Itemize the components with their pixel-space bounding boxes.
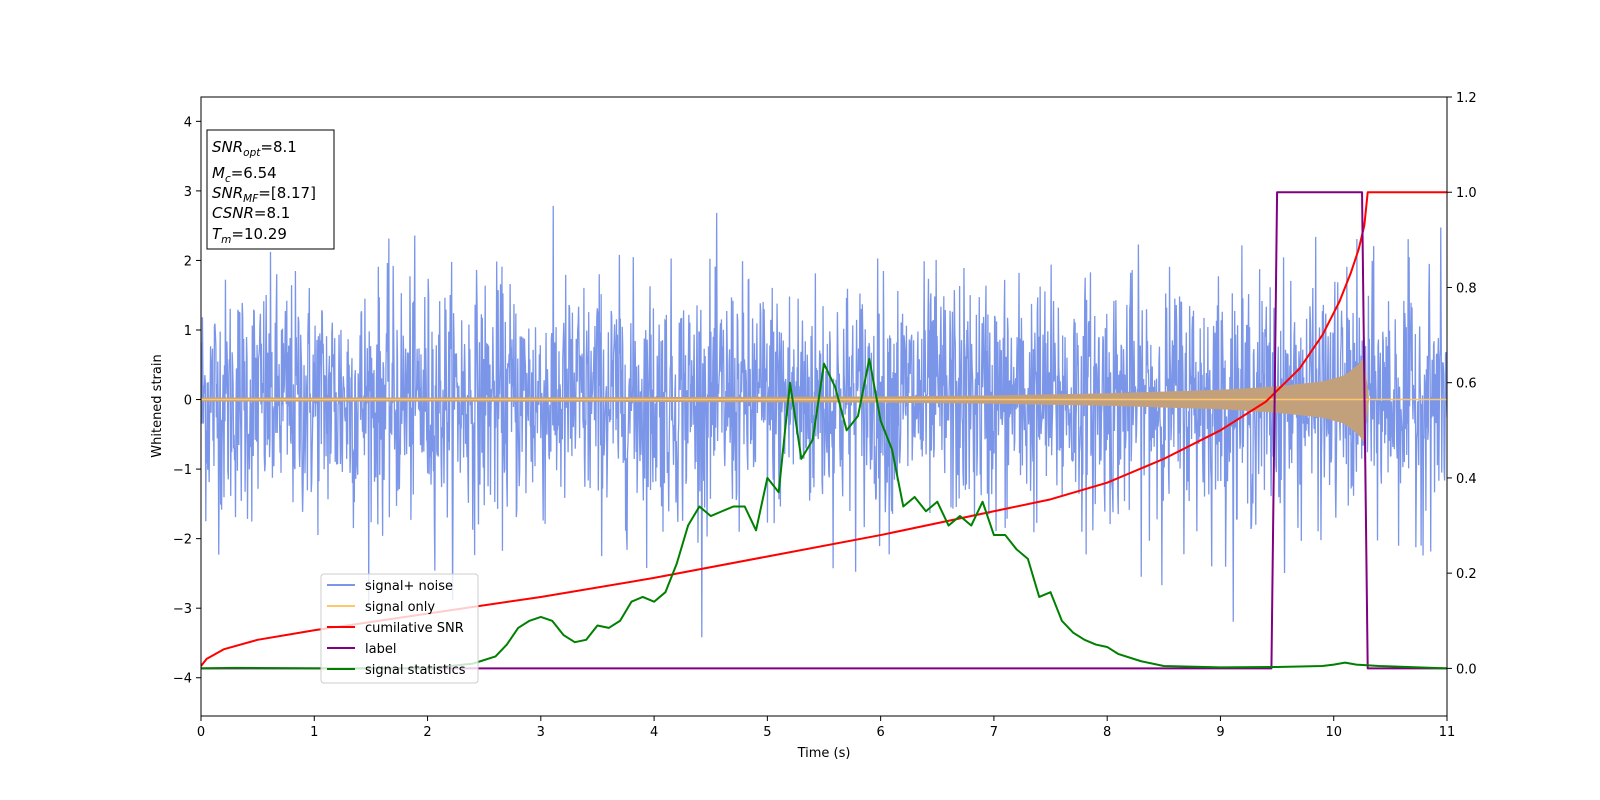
plot-area (201, 191, 1447, 670)
y-right-tick-label: 0.0 (1456, 662, 1477, 677)
x-tick-label: 10 (1325, 725, 1342, 740)
y-right-tick-label: 1.0 (1456, 186, 1477, 201)
y-left-tick-label: −3 (173, 602, 192, 617)
y-axis-left: −4 −3 −2 −1 0 1 2 3 4 (173, 115, 201, 687)
y-left-tick-label: −1 (173, 463, 192, 478)
stat-csnr: CSNR=8.1 (212, 204, 290, 222)
x-tick-label: 3 (537, 725, 545, 740)
y-right-tick-label: 0.6 (1456, 377, 1477, 392)
stats-box-frame (206, 129, 335, 250)
x-axis-title: Time (s) (797, 746, 851, 761)
stat-mc: Mc=6.54 (212, 164, 277, 185)
y-axis-title: Whitened strain (150, 354, 165, 457)
x-tick-label: 1 (310, 725, 318, 740)
legend-label-signal-statistics: signal statistics (365, 663, 466, 678)
x-tick-label: 4 (650, 725, 658, 740)
stat-tm: Tm=10.29 (212, 225, 287, 246)
y-right-tick-label: 0.2 (1456, 567, 1477, 582)
y-left-tick-label: −4 (173, 672, 192, 687)
x-tick-label: 7 (990, 725, 998, 740)
x-tick-label: 8 (1103, 725, 1111, 740)
x-tick-label: 9 (1216, 725, 1224, 740)
legend: signal+ noise signal only cumilative SNR… (320, 573, 479, 684)
stats-annotation-box: SNRopt=8.1 Mc=6.54 SNRMF=[8.17] CSNR=8.1… (206, 129, 335, 250)
series-signal-statistics-line (201, 357, 1447, 670)
legend-label-cumulative-snr: cumilative SNR (365, 621, 464, 636)
x-tick-label: 5 (763, 725, 771, 740)
y-right-tick-label: 1.2 (1456, 91, 1477, 106)
y-left-tick-label: 2 (184, 254, 192, 269)
y-left-tick-label: 4 (184, 115, 192, 130)
x-axis: 0 1 2 3 4 5 6 7 8 9 10 11 (197, 716, 1455, 740)
y-axis-right: 0.0 0.2 0.4 0.6 0.8 1.0 1.2 (1447, 91, 1477, 677)
y-left-tick-label: −2 (173, 533, 192, 548)
series-cumulative-snr-line (201, 191, 1447, 667)
x-tick-label: 6 (876, 725, 884, 740)
y-left-tick-label: 0 (184, 394, 192, 409)
y-right-tick-label: 0.8 (1456, 281, 1477, 296)
x-tick-label: 11 (1439, 725, 1456, 740)
y-right-tick-label: 0.4 (1456, 472, 1477, 487)
stat-snr-mf: SNRMF=[8.17] (212, 184, 316, 205)
x-tick-label: 0 (197, 725, 205, 740)
y-left-tick-label: 3 (184, 185, 192, 200)
series-label-line (201, 191, 1447, 670)
legend-label-label: label (365, 642, 396, 657)
plot-frame (200, 96, 1448, 717)
legend-label-signal-noise: signal+ noise (365, 579, 453, 594)
stat-snr-opt: SNRopt=8.1 (212, 138, 297, 159)
legend-frame (320, 573, 479, 684)
x-tick-label: 2 (423, 725, 431, 740)
legend-label-signal-only: signal only (365, 600, 435, 615)
y-left-tick-label: 1 (184, 324, 192, 339)
